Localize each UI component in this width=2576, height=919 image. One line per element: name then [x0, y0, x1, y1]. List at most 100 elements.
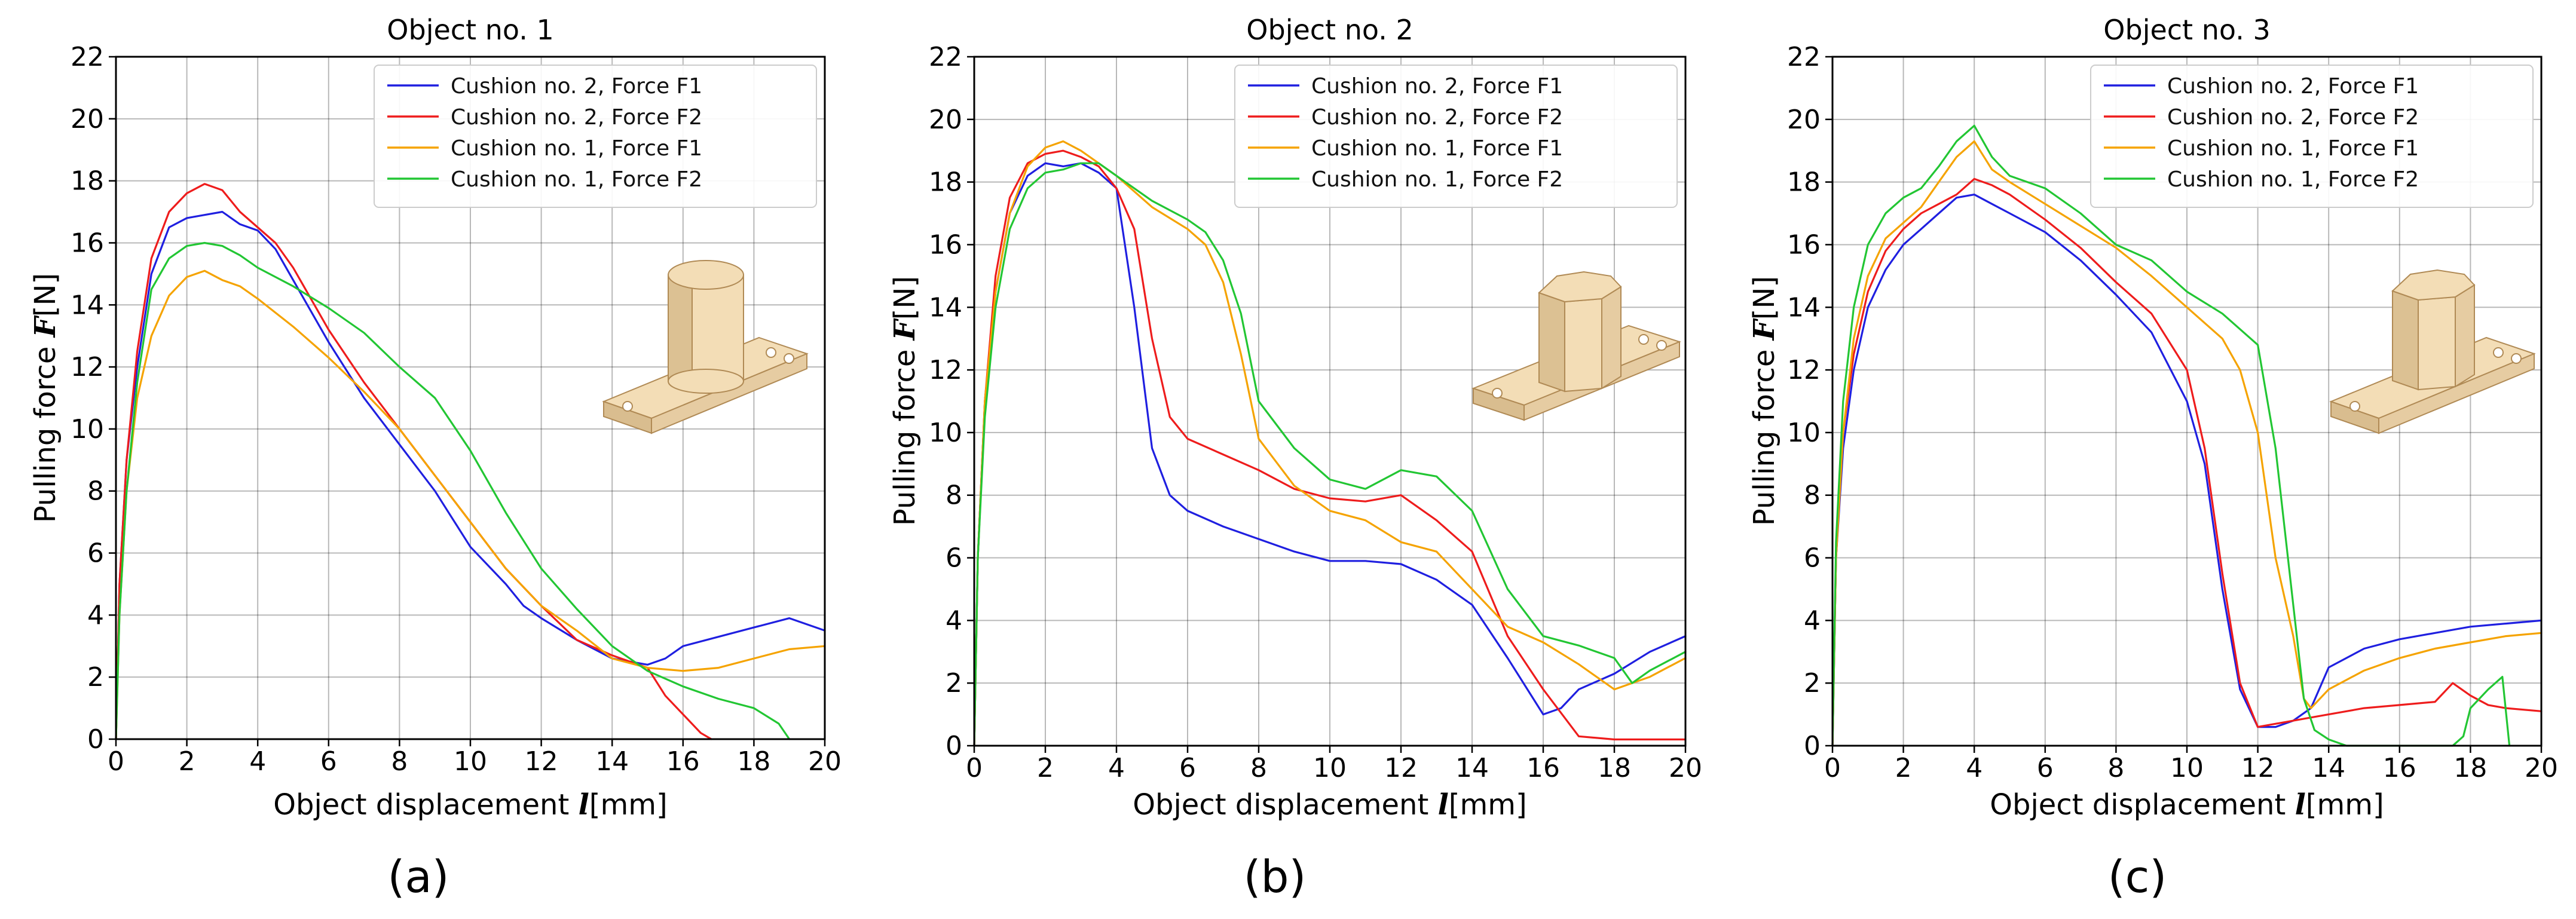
chart-title: Object no. 1	[387, 14, 553, 46]
x-tick-label: 6	[320, 746, 337, 777]
y-tick-label: 14	[71, 290, 104, 320]
series-line-1	[115, 210, 826, 740]
x-tick-label: 8	[2107, 753, 2124, 783]
y-tick-label: 12	[929, 355, 962, 385]
legend-label: Cushion no. 2, Force F1	[451, 74, 702, 99]
x-tick-label: 14	[595, 746, 629, 777]
series-line-3	[115, 269, 826, 740]
y-tick-label: 16	[929, 229, 962, 260]
chart-title: Object no. 2	[1246, 14, 1413, 46]
x-tick-label: 10	[454, 746, 487, 777]
x-tick-label: 16	[1526, 753, 1560, 783]
y-tick-label: 0	[1804, 731, 1821, 761]
x-tick-label: 4	[249, 746, 266, 777]
y-tick-label: 22	[929, 42, 962, 72]
x-tick-label: 6	[2037, 753, 2054, 783]
y-tick-label: 2	[1804, 668, 1821, 699]
y-axis-label: Pulling force F[N]	[29, 273, 62, 523]
x-tick-label: 8	[1250, 753, 1267, 783]
octagonal-prism-object-icon	[2329, 269, 2536, 434]
x-tick-label: 12	[525, 746, 558, 777]
y-tick-label: 0	[87, 724, 104, 755]
legend-box	[2090, 65, 2534, 208]
x-tick-label: 16	[2383, 753, 2416, 783]
legend-label: Cushion no. 2, Force F2	[2167, 105, 2419, 130]
x-tick-label: 2	[1037, 753, 1054, 783]
y-tick-label: 14	[1787, 292, 1821, 323]
x-tick-label: 2	[179, 746, 195, 777]
y-tick-label: 8	[1804, 480, 1821, 511]
x-tick-label: 10	[2170, 753, 2204, 783]
y-tick-label: 4	[946, 605, 962, 636]
panel-c: Object no. 3 0 2 4 6 8 10 12 14 16 18 20 0 2 4 6 8 10 12 1…	[1748, 14, 2558, 903]
x-tick-label: 8	[391, 746, 408, 777]
x-tick-label: 20	[808, 746, 842, 777]
x-tick-label: 20	[2525, 753, 2558, 783]
panel-caption: (b)	[1244, 851, 1307, 903]
panel-caption: (c)	[2108, 851, 2167, 903]
series-lines	[115, 183, 826, 740]
legend-label: Cushion no. 2, Force F1	[1311, 74, 1563, 99]
y-tick-label: 10	[1787, 418, 1821, 448]
x-tick-label: 0	[1824, 753, 1841, 783]
series-lines	[973, 140, 1687, 747]
y-tick-label: 20	[1787, 105, 1821, 135]
y-tick-label: 12	[1787, 355, 1821, 385]
x-tick-label: 2	[1895, 753, 1912, 783]
x-tick-label: 18	[737, 746, 770, 777]
legend-label: Cushion no. 2, Force F1	[2167, 74, 2419, 99]
x-tick-label: 4	[1108, 753, 1125, 783]
x-tick-label: 6	[1179, 753, 1196, 783]
x-tick-label: 16	[666, 746, 700, 777]
y-tick-label: 2	[946, 668, 962, 699]
y-tick-label: 16	[71, 228, 104, 258]
y-tick-label: 16	[1787, 229, 1821, 260]
y-tick-label: 0	[946, 731, 962, 761]
axis-ticks: 0 2 4 6 8 10 12 14 16 18 20 0 2 4 6 8 10 12 14 16 18 20 22	[71, 42, 842, 777]
series-line-1	[1831, 194, 2543, 747]
y-tick-label: 10	[929, 418, 962, 448]
y-tick-label: 10	[71, 414, 104, 445]
y-tick-label: 6	[87, 538, 104, 569]
y-axis-label: Pulling force F[N]	[888, 276, 922, 526]
legend: Cushion no. 2, Force F1 Cushion no. 2, Fo…	[374, 65, 817, 208]
chart-title: Object no. 3	[2103, 14, 2270, 46]
cylinder-object-icon	[602, 260, 809, 434]
x-tick-label: 0	[966, 753, 983, 783]
axis-ticks: 0 2 4 6 8 10 12 14 16 18 20 0 2 4 6 8 10 12 14 16 18 20 22	[1787, 42, 2558, 783]
y-tick-label: 20	[71, 104, 104, 134]
y-tick-label: 14	[929, 292, 962, 323]
legend-label: Cushion no. 1, Force F2	[451, 167, 702, 192]
series-line-3	[1831, 140, 2543, 747]
legend-label: Cushion no. 2, Force F2	[451, 105, 702, 130]
x-tick-label: 4	[1966, 753, 1983, 783]
x-tick-label: 14	[2312, 753, 2345, 783]
y-tick-label: 18	[1787, 167, 1821, 198]
y-tick-label: 8	[87, 476, 104, 507]
legend-label: Cushion no. 2, Force F2	[1311, 105, 1563, 130]
x-tick-label: 12	[1384, 753, 1418, 783]
y-tick-label: 12	[71, 352, 104, 382]
legend-label: Cushion no. 1, Force F2	[2167, 167, 2419, 192]
x-tick-label: 18	[2453, 753, 2487, 783]
y-tick-label: 20	[929, 105, 962, 135]
legend-label: Cushion no. 1, Force F1	[1311, 136, 1563, 161]
y-tick-label: 4	[1804, 605, 1821, 636]
octagonal-prism-object-icon	[1471, 271, 1681, 421]
x-axis-label: Object displacement l[mm]	[1990, 788, 2384, 822]
x-axis-label: Object displacement l[mm]	[1133, 788, 1527, 822]
y-axis-label: Pulling force F[N]	[1748, 276, 1781, 526]
y-tick-label: 6	[1804, 543, 1821, 574]
series-line-2	[973, 149, 1687, 747]
series-line-3	[973, 140, 1687, 747]
legend-box	[1234, 65, 1678, 208]
series-lines	[1831, 124, 2543, 747]
series-line-4	[973, 162, 1687, 747]
legend-box	[374, 65, 817, 208]
legend-label: Cushion no. 1, Force F1	[2167, 136, 2419, 161]
x-tick-label: 14	[1455, 753, 1489, 783]
series-line-4	[115, 241, 791, 740]
x-tick-label: 0	[108, 746, 124, 777]
y-tick-label: 18	[71, 166, 104, 197]
y-tick-label: 2	[87, 662, 104, 693]
